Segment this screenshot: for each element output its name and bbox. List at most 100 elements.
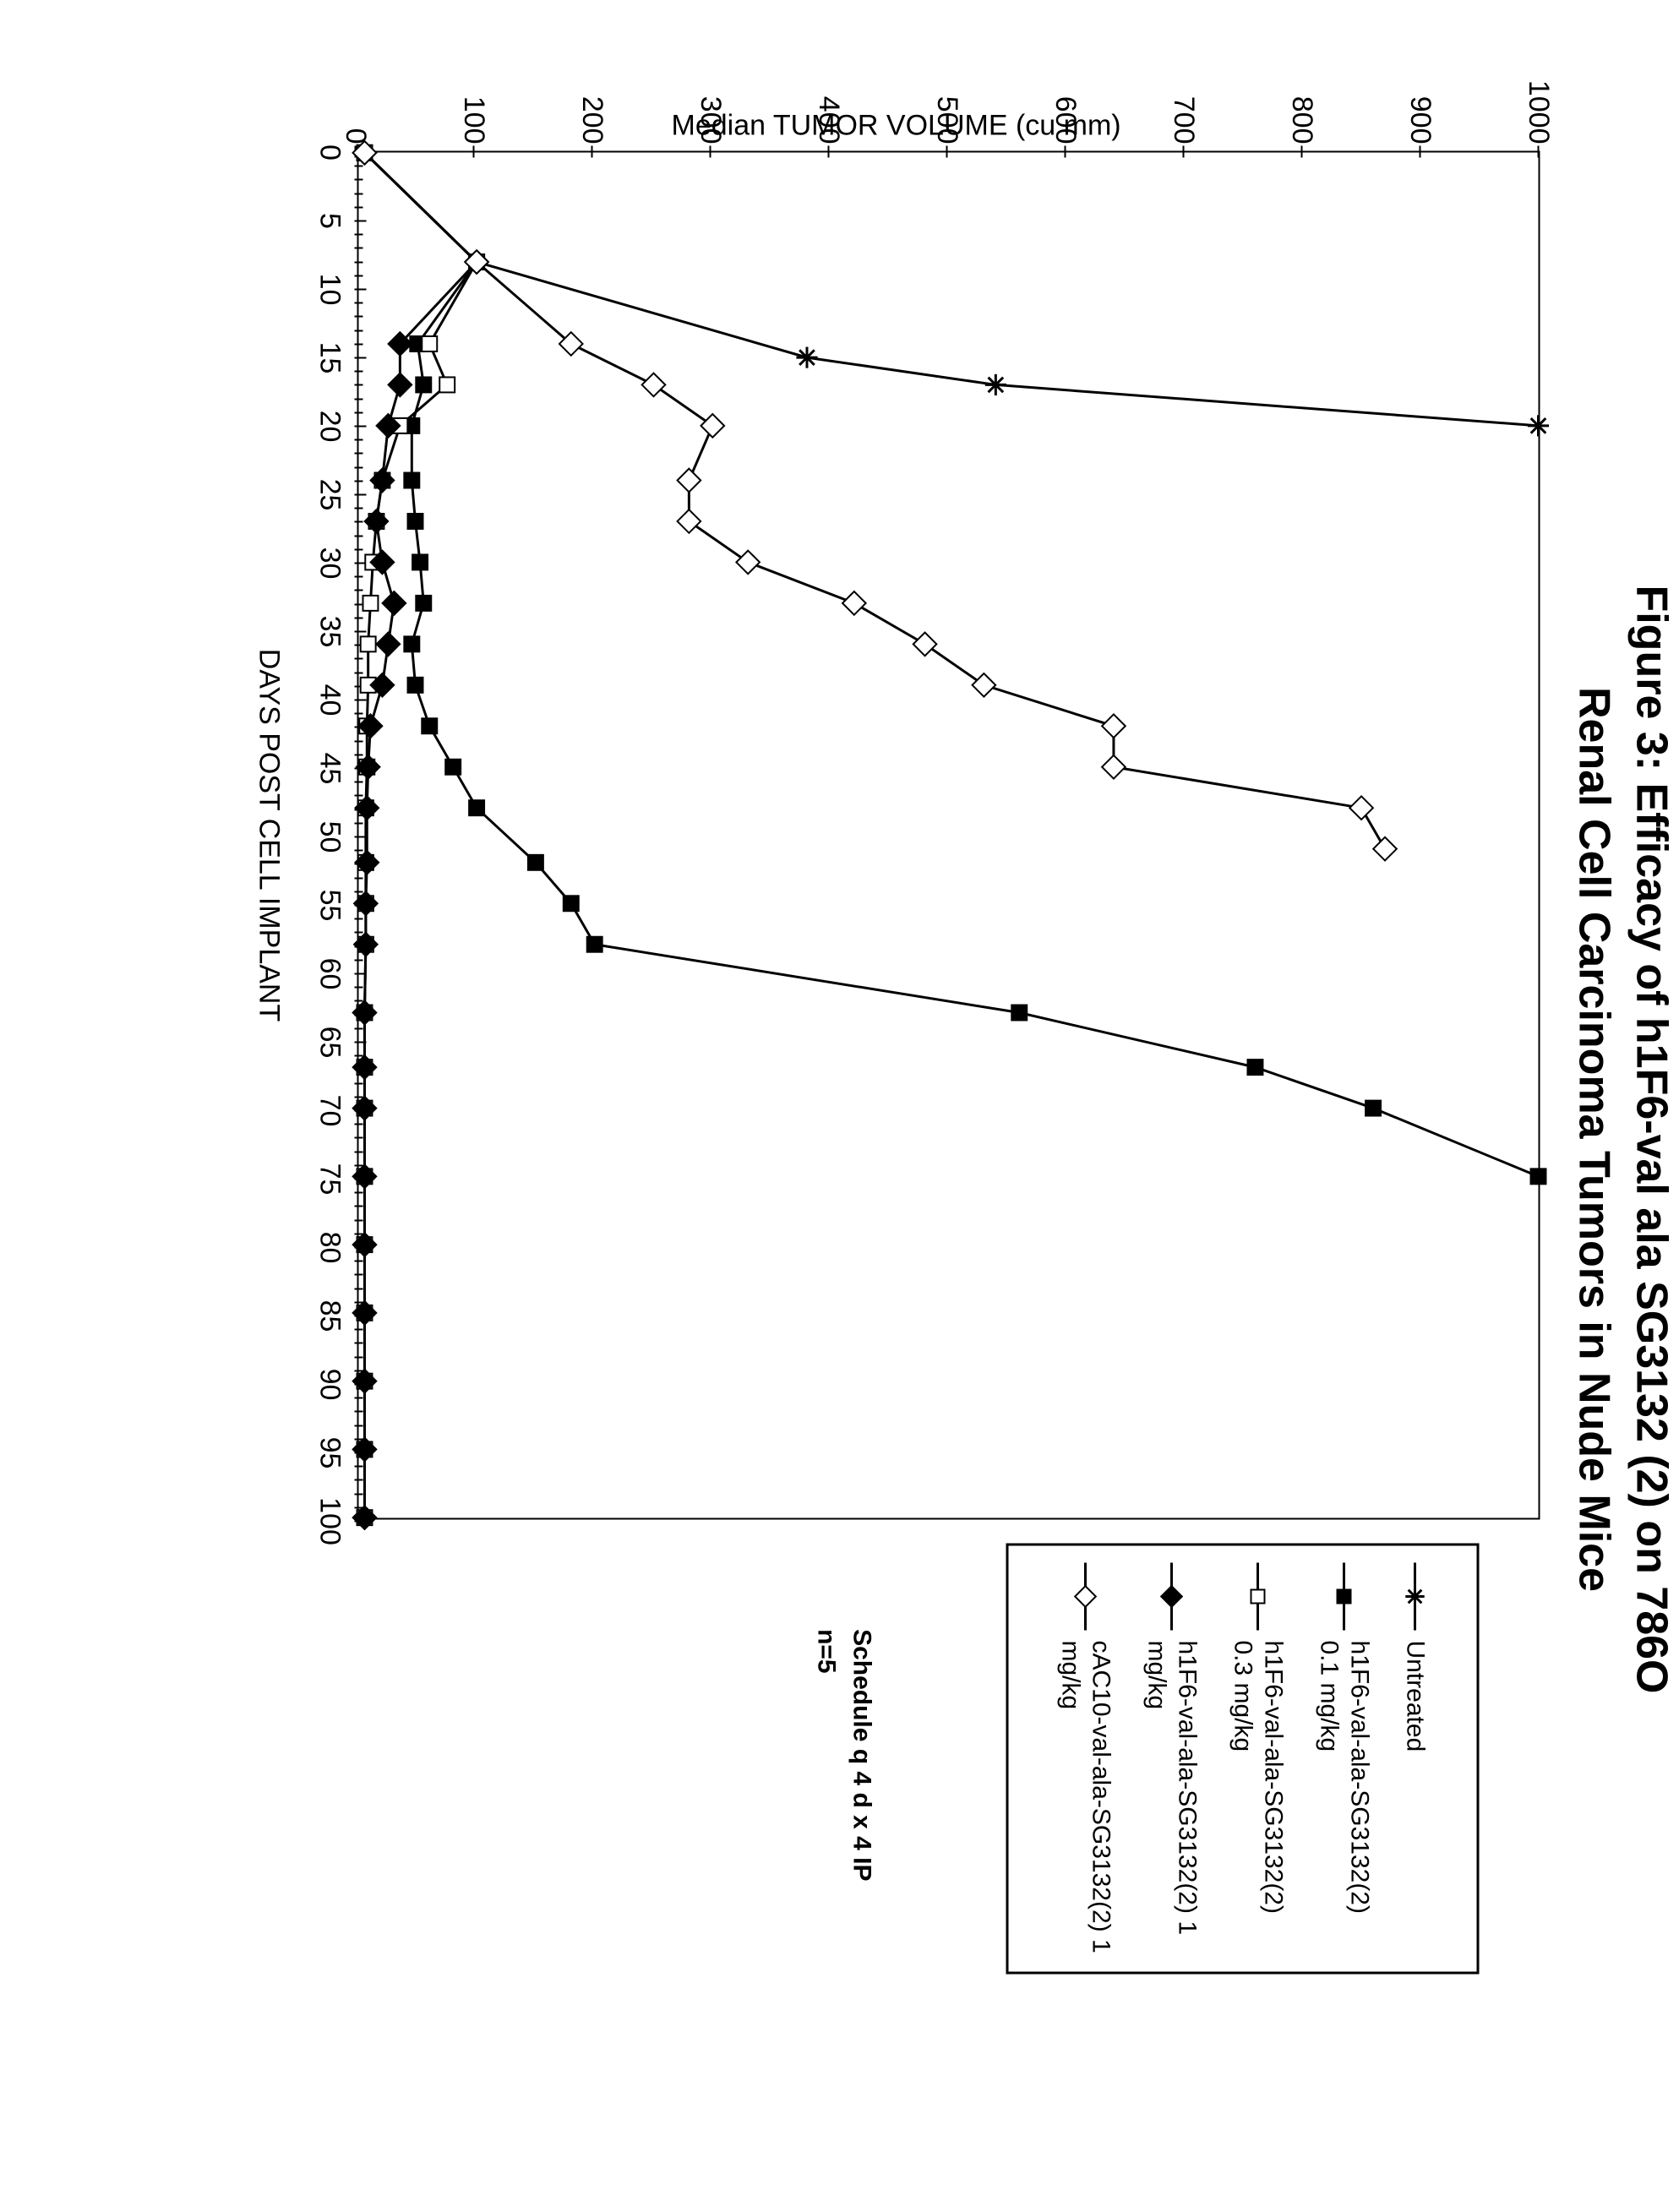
series-marker-h1f6_01 bbox=[416, 377, 431, 392]
y-tick-label: 700 bbox=[1167, 60, 1200, 144]
x-tick-label: 20 bbox=[313, 411, 346, 443]
legend-marker-icon bbox=[1402, 1563, 1427, 1631]
y-tick-label: 400 bbox=[812, 60, 845, 144]
chart-row: Median TUMOR VOLUME (cu mm) 010020030040… bbox=[252, 68, 1540, 2212]
y-tick-label: 500 bbox=[930, 60, 963, 144]
legend-item-h1f6_03: h1F6-val-ala-SG3132(2) 0.3 mg/kg bbox=[1227, 1563, 1288, 1955]
series-marker-h1f6_01 bbox=[407, 514, 422, 529]
y-tick-label: 200 bbox=[575, 60, 608, 144]
y-tick-label: 300 bbox=[694, 60, 727, 144]
series-marker-untreated bbox=[1528, 415, 1549, 436]
series-marker-h1f6_03 bbox=[439, 377, 455, 392]
x-tick-label: 45 bbox=[313, 753, 346, 785]
legend-label: Untreated bbox=[1399, 1641, 1430, 1752]
schedule-line-2: n=5 bbox=[812, 1629, 840, 1674]
series-line-untreated bbox=[364, 153, 1538, 426]
series-marker-h1f6_01 bbox=[1011, 1005, 1027, 1021]
series-marker-h1f6_01 bbox=[1530, 1169, 1545, 1184]
series-marker-cac10_1 bbox=[1349, 796, 1373, 820]
x-tick-label: 100 bbox=[313, 1497, 346, 1545]
y-tick-label: 800 bbox=[1285, 60, 1318, 144]
series-marker-h1f6_01 bbox=[469, 800, 484, 815]
series-marker-h1f6_1 bbox=[382, 591, 406, 615]
series-marker-h1f6_01 bbox=[416, 596, 431, 611]
series-marker-h1f6_01 bbox=[528, 855, 543, 870]
series-marker-cac10_1 bbox=[677, 509, 700, 533]
x-tick-label: 5 bbox=[313, 213, 346, 229]
x-tick-label: 75 bbox=[313, 1163, 346, 1196]
series-marker-cac10_1 bbox=[1102, 755, 1126, 779]
series-marker-h1f6_01 bbox=[412, 554, 428, 569]
y-tick-label: 900 bbox=[1404, 60, 1436, 144]
series-marker-cac10_1 bbox=[642, 373, 666, 397]
series-marker-cac10_1 bbox=[972, 673, 995, 697]
series-marker-h1f6_01 bbox=[422, 718, 437, 733]
x-ticks: 0510152025303540455055606570758085909510… bbox=[303, 153, 354, 1518]
y-tick-label: 1000 bbox=[1522, 60, 1555, 144]
series-marker-h1f6_01 bbox=[407, 678, 422, 693]
series-marker-h1f6_01 bbox=[564, 896, 579, 911]
y-tick-label: 600 bbox=[1049, 60, 1082, 144]
x-tick-label: 65 bbox=[313, 1027, 346, 1059]
legend-label: h1F6-val-ala-SG3132(2) 1 mg/kg bbox=[1141, 1641, 1202, 1955]
plot-area: 01002003004005006007008009001000 0510152… bbox=[357, 151, 1540, 1520]
series-marker-untreated bbox=[796, 347, 817, 368]
x-axis-label: DAYS POST CELL IMPLANT bbox=[252, 151, 285, 1520]
x-tick-label: 90 bbox=[313, 1369, 346, 1401]
series-marker-h1f6_1 bbox=[376, 633, 400, 657]
x-tick-label: 10 bbox=[313, 274, 346, 306]
legend-item-untreated: Untreated bbox=[1399, 1563, 1430, 1955]
figure-title: Figure 3: Efficacy of h1F6-val ala SG313… bbox=[1565, 68, 1679, 2212]
legend-label: h1F6-val-ala-SG3132(2) 0.3 mg/kg bbox=[1227, 1641, 1288, 1955]
x-tick-label: 80 bbox=[313, 1232, 346, 1264]
series-marker-cac10_1 bbox=[700, 414, 724, 438]
x-tick-label: 70 bbox=[313, 1095, 346, 1127]
series-line-h1f6_01 bbox=[364, 153, 1538, 1177]
schedule-note: Schedule q 4 d x 4 IP n=5 bbox=[808, 1629, 879, 1881]
rotated-content: Figure 3: Efficacy of h1F6-val ala SG313… bbox=[68, 68, 1679, 2212]
series-marker-cac10_1 bbox=[1373, 837, 1397, 861]
legend-marker-icon bbox=[1158, 1563, 1184, 1631]
series-marker-h1f6_01 bbox=[404, 636, 419, 651]
plot-column: 01002003004005006007008009001000 0510152… bbox=[252, 151, 1540, 1520]
series-marker-h1f6_01 bbox=[1366, 1101, 1381, 1116]
x-tick-label: 0 bbox=[313, 144, 346, 161]
schedule-line-1: Schedule q 4 d x 4 IP bbox=[848, 1629, 875, 1881]
series-marker-h1f6_01 bbox=[587, 937, 602, 952]
x-tick-label: 55 bbox=[313, 890, 346, 922]
y-tick-label: 100 bbox=[457, 60, 490, 144]
legend-marker-icon bbox=[1331, 1563, 1356, 1631]
x-tick-label: 50 bbox=[313, 821, 346, 853]
chart-svg bbox=[358, 153, 1538, 1518]
series-marker-h1f6_03 bbox=[361, 636, 376, 651]
series-marker-cac10_1 bbox=[842, 591, 866, 615]
series-marker-h1f6_03 bbox=[422, 336, 437, 351]
series-marker-h1f6_01 bbox=[1247, 1060, 1262, 1075]
series-marker-untreated bbox=[985, 374, 1006, 395]
x-tick-label: 25 bbox=[313, 479, 346, 511]
series-marker-cac10_1 bbox=[677, 469, 700, 493]
x-tick-label: 85 bbox=[313, 1300, 346, 1332]
y-ticks: 01002003004005006007008009001000 bbox=[358, 60, 1538, 144]
x-tick-label: 30 bbox=[313, 548, 346, 580]
series-marker-cac10_1 bbox=[1102, 714, 1126, 738]
legend: Untreated h1F6-val-ala-SG3132(2) 0.1 mg/k… bbox=[1006, 1544, 1479, 1975]
x-tick-label: 40 bbox=[313, 684, 346, 716]
series-line-cac10_1 bbox=[364, 153, 1385, 849]
legend-item-cac10_1: cAC10-val-ala-SG3132(2) 1 mg/kg bbox=[1055, 1563, 1115, 1955]
legend-label: h1F6-val-ala-SG3132(2) 0.1 mg/kg bbox=[1313, 1641, 1374, 1955]
series-marker-cac10_1 bbox=[736, 551, 760, 575]
legend-item-h1f6_01: h1F6-val-ala-SG3132(2) 0.1 mg/kg bbox=[1313, 1563, 1374, 1955]
legend-marker-icon bbox=[1245, 1563, 1270, 1631]
x-tick-label: 95 bbox=[313, 1437, 346, 1469]
series-marker-h1f6_1 bbox=[388, 373, 412, 397]
title-line-2: Renal Cell Carcinoma Tumors in Nude Mice bbox=[1570, 687, 1619, 1592]
series-marker-h1f6_01 bbox=[445, 760, 461, 775]
legend-label: cAC10-val-ala-SG3132(2) 1 mg/kg bbox=[1055, 1641, 1115, 1955]
series-marker-h1f6_01 bbox=[404, 473, 419, 488]
series-marker-cac10_1 bbox=[913, 633, 937, 657]
x-tick-label: 60 bbox=[313, 958, 346, 990]
figure-wrap: Figure 3: Efficacy of h1F6-val ala SG313… bbox=[34, 34, 1645, 2178]
y-tick-label: 0 bbox=[339, 60, 372, 144]
x-tick-label: 15 bbox=[313, 342, 346, 374]
